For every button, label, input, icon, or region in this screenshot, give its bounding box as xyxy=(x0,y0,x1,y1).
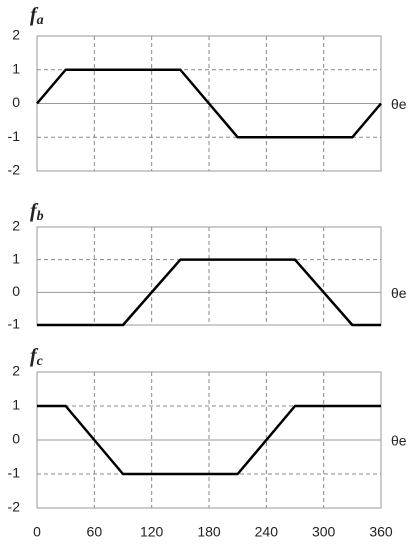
y-tick-label: -2 xyxy=(8,162,21,178)
x-axis-label: θe xyxy=(391,433,407,449)
y-tick-label: 0 xyxy=(12,283,20,299)
y-tick-label: 1 xyxy=(12,60,20,76)
x-tick-label: 0 xyxy=(33,524,41,540)
title-sub: b xyxy=(37,209,44,224)
x-tick-label: 60 xyxy=(87,524,103,540)
plot-frame xyxy=(36,226,382,326)
plot-frame xyxy=(36,371,382,509)
x-tick-label: 240 xyxy=(255,524,279,540)
y-tick-label: 1 xyxy=(12,250,20,266)
x-tick-label: 300 xyxy=(312,524,336,540)
title-main: f xyxy=(30,4,39,26)
x-tick-label: 120 xyxy=(140,524,164,540)
y-tick-label: -1 xyxy=(8,128,21,144)
x-axis-label: θe xyxy=(391,285,407,301)
y-tick-label: 2 xyxy=(12,27,20,43)
chart-title: fc xyxy=(30,345,44,370)
y-tick-label: -1 xyxy=(8,465,21,481)
line-series xyxy=(37,258,381,327)
y-tick-label: 2 xyxy=(12,218,20,234)
y-tick-label: 2 xyxy=(12,363,20,379)
chart-title: fa xyxy=(30,4,44,29)
title-main: f xyxy=(30,200,39,222)
x-tick-label: 180 xyxy=(197,524,221,540)
x-axis-label: θe xyxy=(391,96,407,112)
y-tick-label: 0 xyxy=(12,94,20,110)
y-tick-label: -1 xyxy=(8,316,21,332)
y-tick-label: -2 xyxy=(8,499,21,515)
y-tick-label: 0 xyxy=(12,431,20,447)
y-tick-label: 1 xyxy=(12,397,20,413)
x-tick-label: 360 xyxy=(369,524,393,540)
title-main: f xyxy=(30,345,39,367)
title-sub: a xyxy=(37,13,44,28)
line-series xyxy=(36,68,382,139)
chart-title: fb xyxy=(30,200,44,225)
title-sub: c xyxy=(37,354,44,369)
line-series xyxy=(37,404,381,476)
